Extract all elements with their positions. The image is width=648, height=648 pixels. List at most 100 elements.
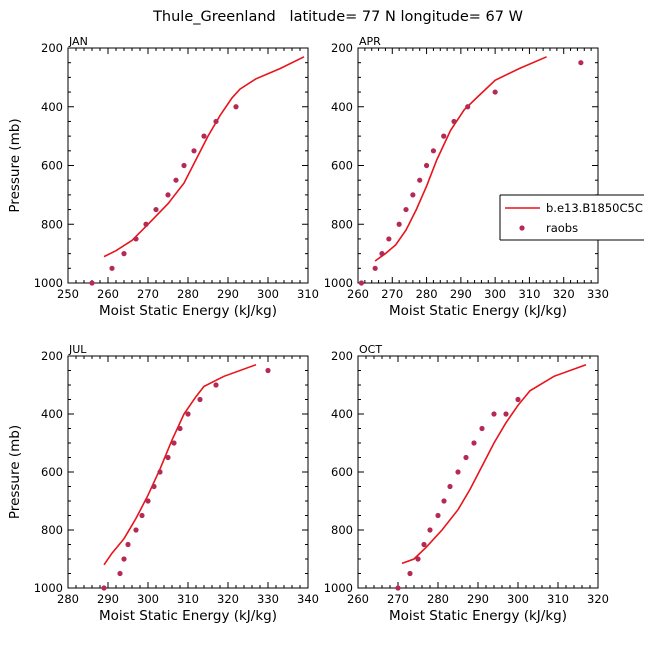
raobs-point [117,570,123,577]
y-tick-label: 800 [331,217,353,231]
raobs-point [379,251,385,257]
x-tick-label: 280 [177,287,199,301]
y-tick-label: 400 [331,100,353,114]
raobs-point [181,162,187,169]
x-tick-label: 290 [217,287,239,301]
y-tick-label: 200 [331,41,353,55]
x-tick-label: 310 [547,592,569,606]
raobs-point [121,251,127,257]
legend: b.e13.B1850C5C raobs [499,194,644,241]
raobs-point [372,265,378,271]
y-tick-label: 400 [331,407,353,421]
raobs-point [455,469,461,475]
raobs-point [423,162,430,169]
y-tick-label: 1000 [34,276,63,290]
raobs-point [430,148,437,154]
raobs-point [121,556,127,562]
y-tick-label: 800 [331,523,353,537]
x-tick-label: 310 [177,592,199,606]
x-tick-label: 260 [347,287,369,301]
raobs-point [165,192,171,198]
raobs-point [139,512,145,519]
x-tick-label: 280 [57,592,79,606]
raobs-point [358,280,365,286]
y-axis-label: Pressure (mb) [7,118,23,212]
y-tick-label: 1000 [324,581,353,595]
x-tick-label: 300 [257,287,279,301]
raobs-point [503,411,509,417]
raobs-point [515,396,521,403]
raobs-point [197,396,203,403]
legend-label: raobs [546,221,578,235]
x-tick-label: 330 [587,287,609,301]
raobs-point [447,483,453,490]
legend-box [500,195,644,240]
panel-jan: 250 260 270 280 290 300 310 200 400 600 800 1000 JAN… [7,35,319,319]
y-tick-label: 200 [41,349,63,363]
raobs-point [479,425,485,432]
raobs-point [185,411,191,417]
raobs-point [145,498,151,504]
y-tick-label: 200 [41,41,63,55]
panel-jul: 280 290 300 310 320 330 340 200 400 600 800 1000 JUL… [7,343,319,624]
y-tick-label: 600 [331,159,353,173]
y-tick-label: 600 [331,465,353,479]
x-tick-label: 270 [387,592,409,606]
model-series-line [103,56,305,258]
raobs-point [201,133,207,139]
x-tick-label: 290 [97,592,119,606]
panel-apr: 260 270 280 290 300 310 320 330 200 400 600 800 1000… [324,35,644,319]
raobs-point [435,512,441,519]
figure-title: Thule_Greenland latitude= 77 N longitude… [152,9,523,25]
raobs-point [403,206,409,213]
raobs-point [427,527,433,533]
panel-label: OCT [359,343,382,356]
raobs-point [410,192,416,198]
plot-frame [357,355,599,589]
x-tick-label: 290 [450,287,472,301]
x-tick-label: 260 [347,592,369,606]
y-tick-label: 600 [41,159,63,173]
x-tick-label: 330 [257,592,279,606]
raobs-point [463,454,469,461]
x-tick-label: 300 [507,592,529,606]
raobs-point [492,89,498,95]
raobs-point [133,236,139,242]
raobs-point [578,60,584,66]
raobs-point [101,585,107,591]
x-tick-label: 260 [97,287,119,301]
raobs-point [213,382,219,388]
x-tick-label: 320 [217,592,239,606]
y-tick-label: 1000 [324,276,353,290]
x-axis-label: Moist Static Energy (kJ/kg) [99,303,277,319]
x-tick-label: 270 [137,287,159,301]
x-axis-label: Moist Static Energy (kJ/kg) [389,608,567,624]
raobs-point [171,440,177,446]
raobs-point [451,118,457,125]
raobs-point [465,104,471,110]
panel-oct: 260 270 280 290 300 310 320 200 400 600 800 1000 OCT… [324,343,609,624]
plot-frame [357,47,599,284]
raobs-point [396,221,402,227]
raobs-point [407,570,413,577]
legend-label: b.e13.B1850C5C [546,201,643,215]
legend-marker-swatch [519,225,525,231]
raobs-point [153,206,159,213]
raobs-point [265,367,271,374]
raobs-point [89,280,95,286]
y-axis-label: Pressure (mb) [7,425,23,519]
raobs-point [151,483,157,490]
raobs-point [109,265,115,271]
raobs-point [125,541,131,548]
y-tick-label: 400 [41,100,63,114]
raobs-point [421,541,427,548]
y-tick-label: 800 [41,217,63,231]
raobs-point [415,556,421,562]
model-series-line [374,56,547,262]
x-tick-label: 310 [297,287,319,301]
y-tick-label: 800 [41,523,63,537]
x-tick-label: 280 [416,287,438,301]
raobs-point [441,498,447,504]
x-axis-label: Moist Static Energy (kJ/kg) [99,608,277,624]
